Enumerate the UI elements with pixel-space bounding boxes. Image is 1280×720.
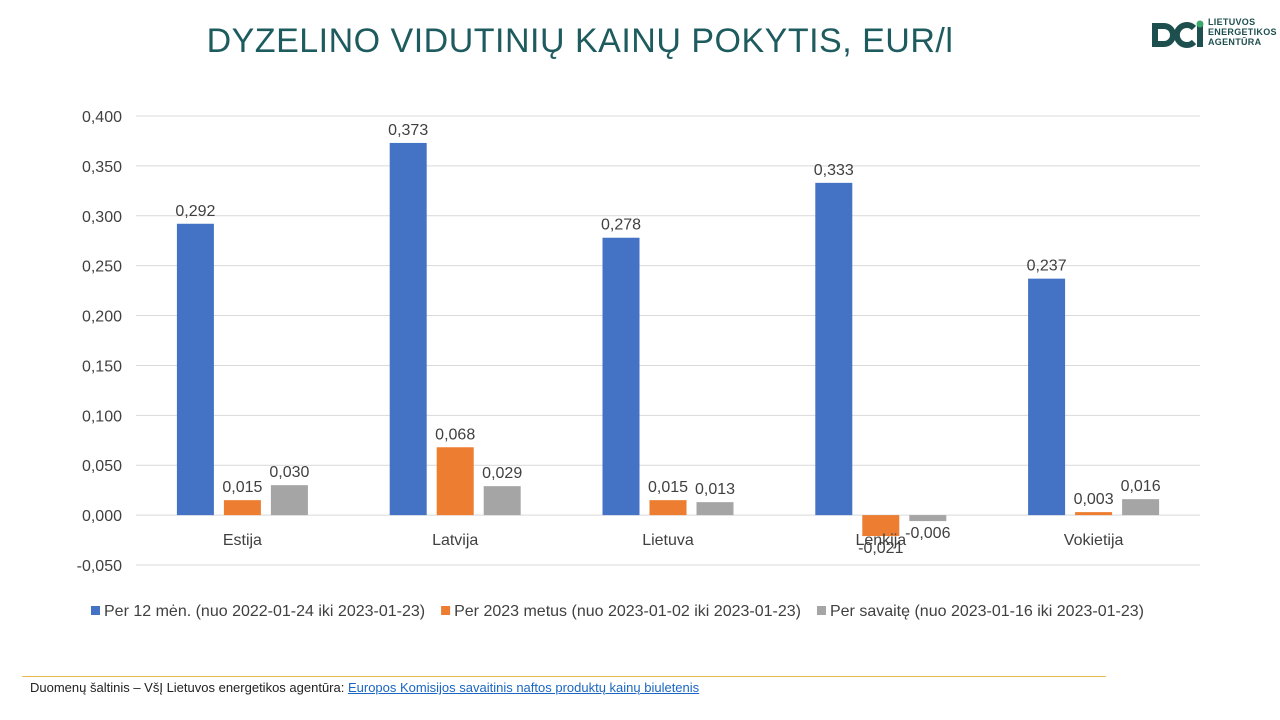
y-tick-label: 0,300 xyxy=(82,209,122,226)
logo: LIETUVOS ENERGETIKOS AGENTŪRA xyxy=(1150,14,1277,58)
bar xyxy=(270,485,308,516)
legend-label: Per 2023 metus (nuo 2023-01-02 iki 2023-… xyxy=(454,603,801,620)
data-label: -0,006 xyxy=(905,525,950,542)
bar xyxy=(176,223,214,516)
footer-source-text: Duomenų šaltinis – VšĮ Lietuvos energeti… xyxy=(30,680,348,695)
y-tick-label: 0,250 xyxy=(82,259,122,276)
bar xyxy=(696,502,734,516)
bar xyxy=(1122,499,1160,516)
data-label: 0,373 xyxy=(388,122,428,139)
legend-label: Per savaitę (nuo 2023-01-16 iki 2023-01-… xyxy=(830,603,1144,620)
legend-label: Per 12 mėn. (nuo 2022-01-24 iki 2023-01-… xyxy=(104,603,425,620)
y-tick-label: 0,150 xyxy=(82,358,122,375)
data-label: 0,068 xyxy=(435,426,475,443)
bar xyxy=(602,237,640,516)
y-tick-label: 0,200 xyxy=(82,309,122,326)
bar xyxy=(815,182,853,516)
bar xyxy=(862,515,900,537)
data-label: 0,029 xyxy=(482,465,522,482)
footer-source-link[interactable]: Europos Komisijos savaitinis naftos prod… xyxy=(347,680,700,695)
legend-swatch xyxy=(816,606,826,615)
x-category-label: Lietuva xyxy=(642,532,694,549)
logo-line-1: LIETUVOS xyxy=(1208,17,1256,27)
bar xyxy=(389,142,427,516)
footer-source: Duomenų šaltinis – VšĮ Lietuvos energeti… xyxy=(30,680,699,695)
y-tick-label: 0,350 xyxy=(82,159,122,176)
footer-divider xyxy=(22,676,1106,677)
chart-title: DYZELINO VIDUTINIŲ KAINŲ POKYTIS, EUR/l xyxy=(206,22,954,60)
x-category-label: Estija xyxy=(223,532,262,549)
bar xyxy=(483,486,521,516)
x-category-label: Vokietija xyxy=(1064,532,1124,549)
x-category-label: Lenkija xyxy=(855,532,906,549)
bar xyxy=(1075,512,1113,516)
data-label: 0,003 xyxy=(1074,491,1114,508)
data-label: 0,015 xyxy=(648,479,688,496)
y-tick-label: 0,000 xyxy=(82,508,122,525)
data-label: 0,015 xyxy=(222,479,262,496)
data-label: 0,292 xyxy=(175,203,215,220)
data-label: 0,333 xyxy=(814,162,854,179)
logo-line-3: AGENTŪRA xyxy=(1208,37,1262,47)
y-tick-label: 0,050 xyxy=(82,458,122,475)
data-label: 0,237 xyxy=(1027,258,1067,275)
legend-swatch xyxy=(441,606,451,615)
y-tick-label: -0,050 xyxy=(77,558,122,575)
bar xyxy=(909,515,947,522)
data-label: -0,021 xyxy=(858,540,903,557)
data-label: 0,013 xyxy=(695,481,735,498)
logo-text: LIETUVOS ENERGETIKOS AGENTŪRA xyxy=(1208,17,1277,47)
x-category-label: Latvija xyxy=(432,532,478,549)
data-label: 0,030 xyxy=(269,464,309,481)
logo-line-2: ENERGETIKOS xyxy=(1208,27,1277,37)
y-tick-label: 0,100 xyxy=(82,408,122,425)
data-label: 0,278 xyxy=(601,217,641,234)
y-tick-label: 0,400 xyxy=(82,109,122,126)
logo-mark-icon xyxy=(1152,20,1204,48)
bar xyxy=(1028,278,1066,516)
data-label: 0,016 xyxy=(1121,478,1161,495)
bar xyxy=(436,447,474,516)
bar-chart: -0,050 0,000 0,050 0,100 0,150 0,200 0,250 0,30… xyxy=(77,109,1200,620)
bar xyxy=(223,500,261,516)
bar xyxy=(649,500,687,516)
legend-swatch xyxy=(91,606,100,615)
